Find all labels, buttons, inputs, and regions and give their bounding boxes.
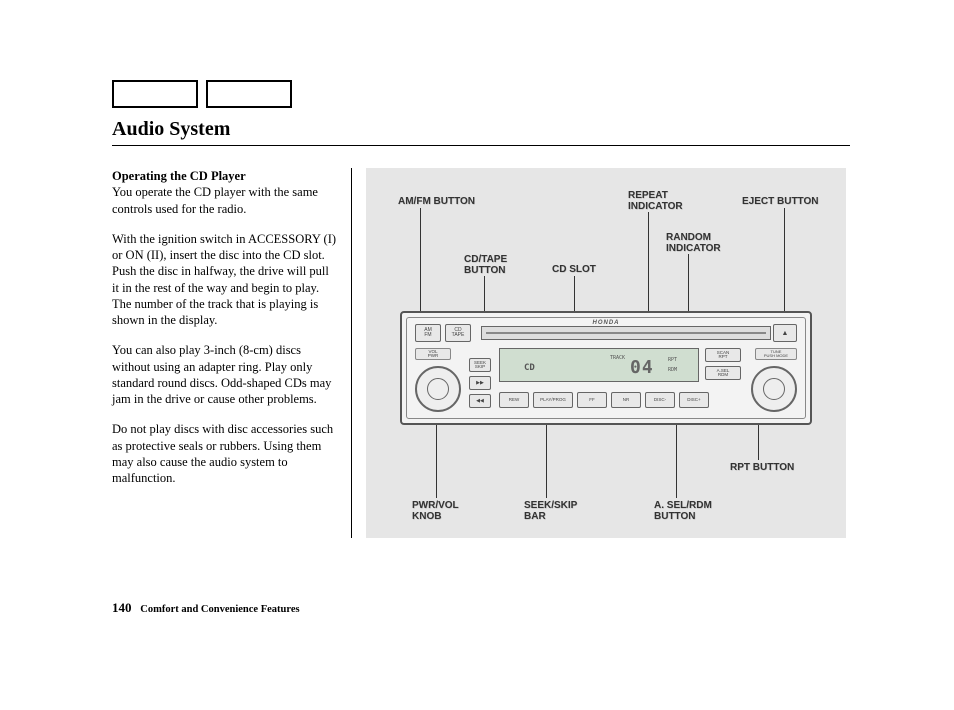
amfm-button[interactable]: AM FM: [415, 324, 441, 342]
page-title: Audio System: [112, 118, 850, 145]
preset-2[interactable]: PLAY/PROG: [533, 392, 573, 408]
seek-mid[interactable]: ▶▶: [469, 376, 491, 390]
paragraph-2: With the ignition switch in ACCESSORY (I…: [112, 231, 337, 329]
intro-paragraph: Operating the CD Player You operate the …: [112, 168, 337, 217]
label-rpt-button: RPT BUTTON: [730, 462, 794, 473]
radio-diagram: AM/FM BUTTON CD/TAPE BUTTON CD SLOT REPE…: [366, 168, 846, 538]
tune-knob[interactable]: [751, 366, 797, 412]
label-pwrvol-knob: PWR/VOL KNOB: [412, 500, 459, 522]
label-amfm-button: AM/FM BUTTON: [398, 196, 475, 207]
label-seekskip-bar: SEEK/SKIP BAR: [524, 500, 577, 522]
leader-amfm: [420, 208, 421, 320]
page-number: 140: [112, 600, 132, 615]
leader-eject: [784, 208, 785, 318]
asel-rdm-button[interactable]: A.SEL RDM: [705, 366, 741, 380]
pwrvol-knob[interactable]: [415, 366, 461, 412]
preset-5[interactable]: DISC-: [645, 392, 675, 408]
label-repeat-indicator: REPEAT INDICATOR: [628, 190, 683, 212]
lcd-rdm-indicator: RDM: [668, 367, 677, 373]
radio-faceplate: HONDA AM FM CD TAPE ▲ VOL PWR: [406, 317, 806, 419]
tune-knob-inner: [763, 378, 785, 400]
cd-slot-slit: [486, 332, 766, 334]
lcd-cd-text: CD: [524, 363, 535, 373]
seek-down[interactable]: ◀◀: [469, 394, 491, 408]
label-eject-button: EJECT BUTTON: [742, 196, 819, 207]
top-reference-boxes: [112, 80, 850, 108]
pwrvol-knob-inner: [427, 378, 449, 400]
cd-slot[interactable]: [481, 326, 771, 340]
paragraph-1: You operate the CD player with the same …: [112, 185, 318, 215]
vol-label: VOL PWR: [415, 348, 451, 360]
lcd-rpt-indicator: RPT: [668, 357, 677, 363]
seek-up[interactable]: SEEK SKIP: [469, 358, 491, 372]
preset-4[interactable]: NR: [611, 392, 641, 408]
label-aselrdm-button: A. SEL/RDM BUTTON: [654, 500, 712, 522]
label-cd-slot: CD SLOT: [552, 264, 596, 275]
radio-unit: HONDA AM FM CD TAPE ▲ VOL PWR: [400, 311, 812, 425]
subheading: Operating the CD Player: [112, 169, 246, 183]
lcd-track-number: 04: [630, 357, 654, 378]
title-rule: [112, 145, 850, 146]
page-footer: 140 Comfort and Convenience Features: [112, 600, 300, 616]
text-column: Operating the CD Player You operate the …: [112, 168, 352, 538]
ref-box-2: [206, 80, 292, 108]
manual-page: Audio System Operating the CD Player You…: [112, 80, 850, 538]
ref-box-1: [112, 80, 198, 108]
paragraph-4: Do not play discs with disc accessories …: [112, 421, 337, 486]
scan-rpt-button[interactable]: SCAN RPT: [705, 348, 741, 362]
content-columns: Operating the CD Player You operate the …: [112, 168, 850, 538]
label-cdtape-button: CD/TAPE BUTTON: [464, 254, 507, 276]
preset-1[interactable]: REW: [499, 392, 529, 408]
label-random-indicator: RANDOM INDICATOR: [666, 232, 721, 254]
preset-3[interactable]: FF: [577, 392, 607, 408]
paragraph-3: You can also play 3-inch (8-cm) discs wi…: [112, 342, 337, 407]
diagram-column: AM/FM BUTTON CD/TAPE BUTTON CD SLOT REPE…: [352, 168, 850, 538]
preset-6[interactable]: DISC+: [679, 392, 709, 408]
footer-section-title: Comfort and Convenience Features: [140, 604, 299, 615]
tune-label: TUNE PUSH MODE: [755, 348, 797, 360]
eject-button[interactable]: ▲: [773, 324, 797, 342]
cdtape-button[interactable]: CD TAPE: [445, 324, 471, 342]
lcd-display: CD TRACK 04 RPT RDM: [499, 348, 699, 382]
lcd-track-label: TRACK: [610, 355, 625, 361]
